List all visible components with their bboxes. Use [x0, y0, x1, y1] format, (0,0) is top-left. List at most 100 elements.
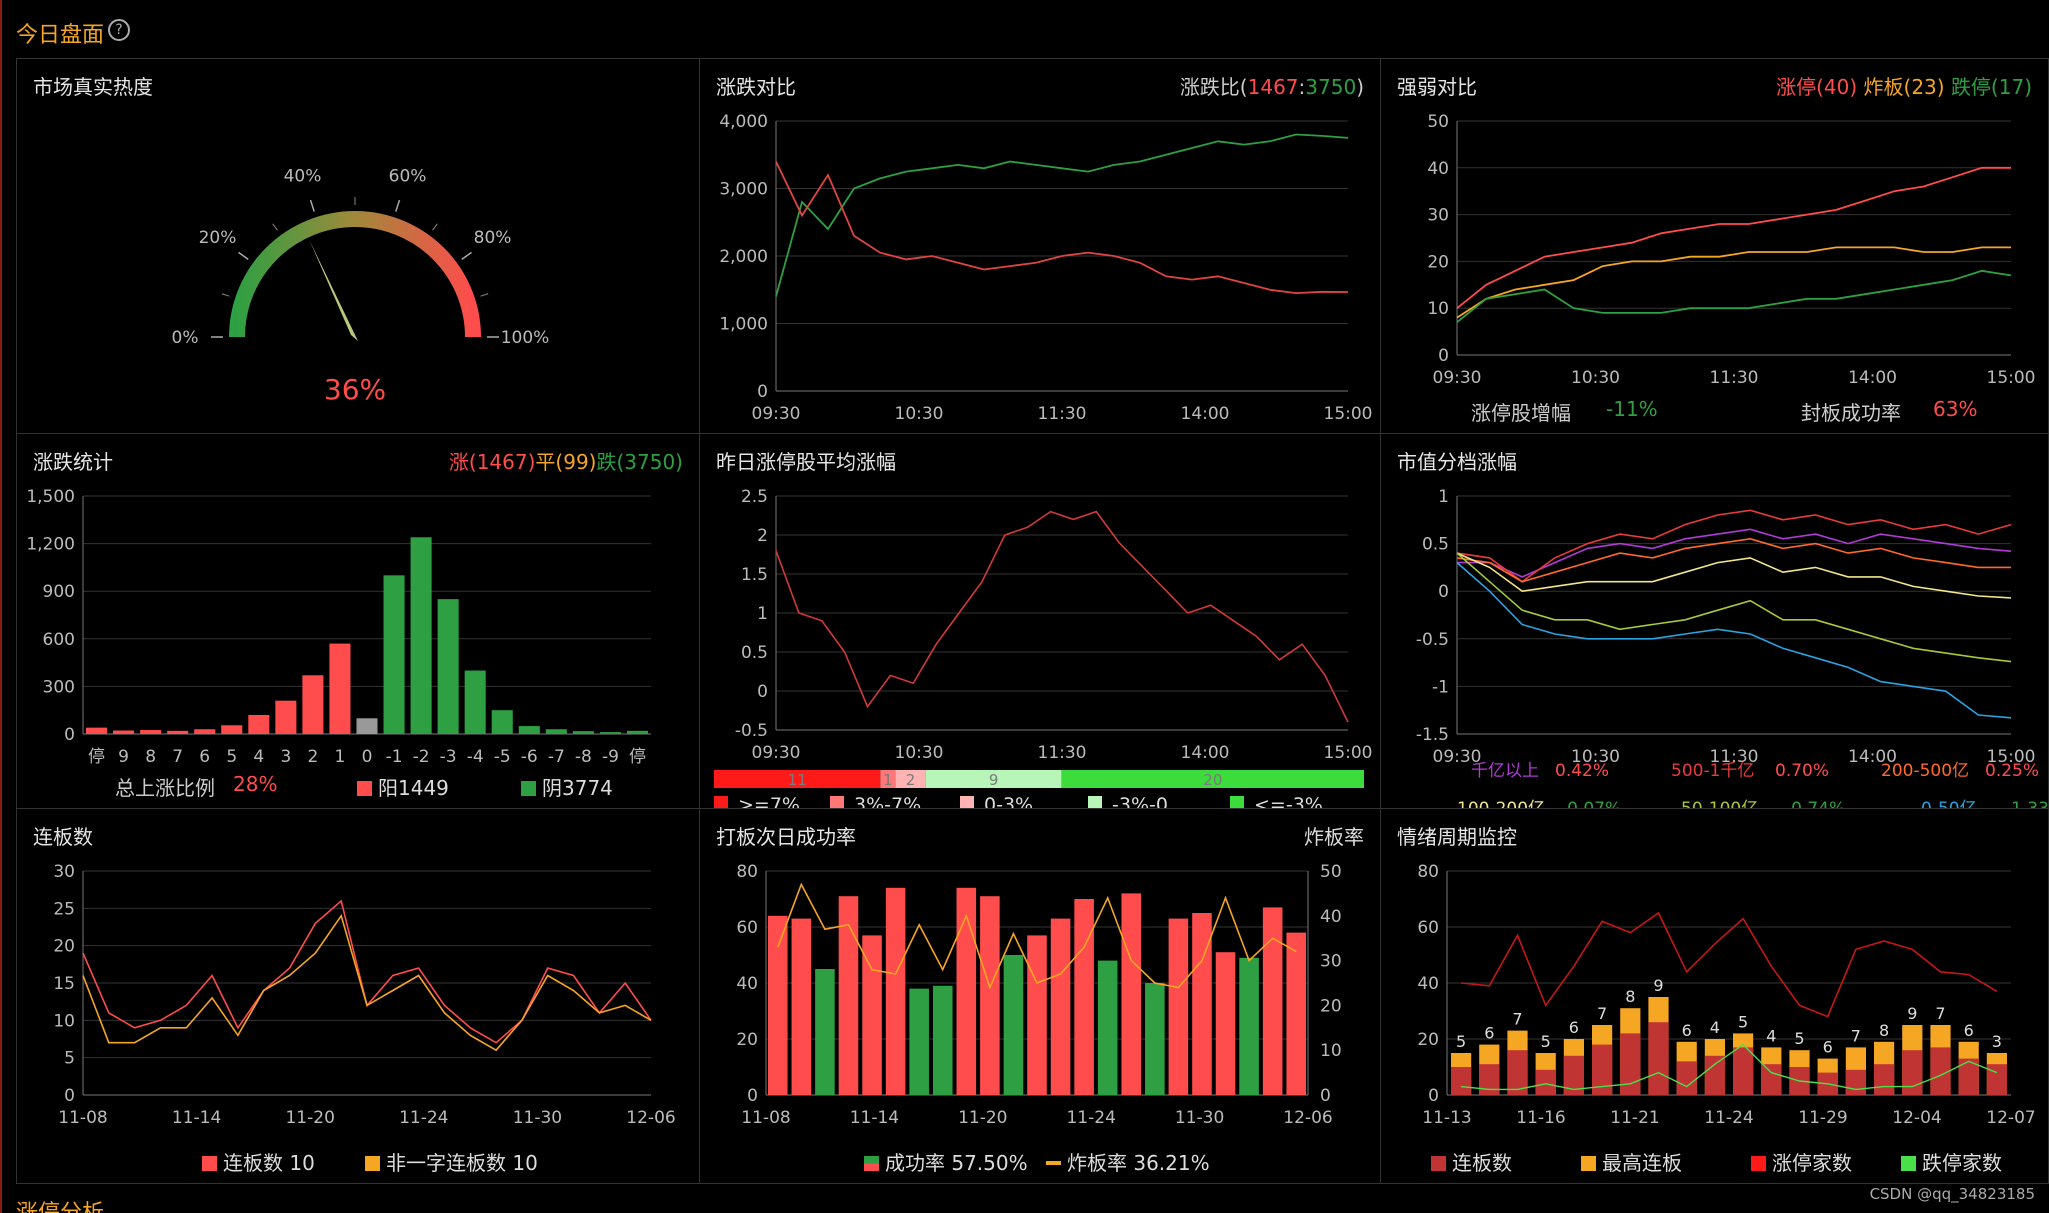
dist-segment-label: 9	[989, 771, 999, 789]
series-name-label: 500-1千亿	[1671, 761, 1754, 781]
bar-consecutive	[1535, 1069, 1556, 1095]
bar-consecutive	[1648, 1022, 1669, 1095]
series-name-label: 50-100亿	[1681, 799, 1758, 809]
x-tick-label: -1	[386, 747, 403, 767]
bar	[1003, 955, 1024, 1095]
bar-value-label: 6	[1964, 1021, 1974, 1040]
y2-tick-label: 50	[1320, 862, 1342, 882]
y-tick-label: 60	[736, 918, 758, 938]
yang-legend: 阳1449	[357, 772, 449, 801]
bar	[791, 918, 812, 1095]
ratio-up: 1467	[1247, 75, 1299, 99]
bar-value-label: 3	[1992, 1032, 2002, 1051]
y-tick-label: 40	[1427, 159, 1449, 179]
series-line-2	[1456, 269, 2012, 323]
bar	[167, 730, 189, 734]
x-tick-label: 1	[335, 747, 346, 767]
x-tick-label: -6	[521, 747, 538, 767]
bar	[815, 969, 835, 1095]
dist-segment	[880, 770, 896, 788]
swatch	[365, 1156, 380, 1171]
bar-consecutive	[1479, 1064, 1500, 1095]
bar-value-label: 4	[1766, 1026, 1776, 1045]
bar-consecutive	[1986, 1064, 2007, 1095]
y-tick-label: 0.5	[741, 643, 768, 663]
dist-segment	[714, 770, 881, 788]
ratio-end: )	[1356, 75, 1364, 99]
watermark: CSDN @qq_34823185	[1869, 1185, 2035, 1203]
emotion-cycle-chart: 0 20 40 60 80 11-13 11-16 11-21 11-24 11-29 12-04 1…	[1417, 862, 2035, 1128]
panel-next-day-success: 打板次日成功率 炸板率 0 20 40 60 80 11-08 11-14 11-20 11-2…	[699, 808, 1381, 1184]
page-header: 今日盘面 ?	[0, 0, 2049, 58]
growth-label: 涨停股增幅	[1471, 401, 1571, 425]
legend-label: 最高连板	[1602, 1151, 1682, 1175]
panel-yesterday-limit-up: 昨日涨停股平均涨幅 -0.5 0 0.5 1 1.5 2 2.5 09:30 10:30 11:3…	[699, 433, 1381, 809]
bar	[1145, 983, 1165, 1095]
bar	[518, 726, 540, 734]
y-tick-label: 0	[747, 1086, 758, 1106]
y-tick-label: 600	[43, 630, 75, 650]
y-tick-label: -0.5	[1416, 630, 1449, 650]
gauge-tick-label: 20%	[199, 228, 237, 248]
panel-strength: 强弱对比 涨停(40) 炸板(23) 跌停(17) 0 10 20 30 40 50 09:…	[1380, 58, 2049, 434]
x-tick-label: 4	[253, 747, 264, 767]
series-value-label: 0.42%	[1555, 761, 1609, 781]
bar	[248, 714, 270, 734]
x-tick-label: 11-08	[58, 1108, 107, 1128]
y-tick-label: 2.5	[741, 487, 768, 507]
bar-consecutive	[1845, 1069, 1866, 1095]
series-line-1	[82, 913, 652, 1052]
y2-tick-label: 10	[1320, 1041, 1342, 1061]
x-tick-label: 10:30	[895, 404, 944, 424]
gauge-minor-tick	[272, 223, 278, 231]
gauge-tick	[395, 199, 401, 212]
bar-value-label: 5	[1456, 1032, 1466, 1051]
series-line-2	[1456, 537, 2011, 583]
help-icon[interactable]: ?	[108, 19, 130, 41]
x-tick-label: 10:30	[1571, 368, 1620, 388]
yang-label: 阳1449	[378, 776, 449, 800]
y-tick-label: 0	[1438, 582, 1449, 602]
x-tick-label: 15:00	[1987, 368, 2036, 388]
stats-summary: 涨(1467)平(99)跌(3750)	[449, 446, 683, 475]
bar	[626, 730, 648, 734]
x-tick-label: -8	[575, 747, 592, 767]
y2-tick-label: 40	[1320, 907, 1342, 927]
series-line-1	[1456, 509, 2012, 583]
x-tick-label: 12-06	[626, 1108, 675, 1128]
dist-segment	[895, 770, 926, 788]
series-line-5	[1456, 561, 2012, 719]
dist-legend-swatch	[1088, 796, 1102, 808]
x-tick-label: -9	[602, 747, 619, 767]
stats-down: 跌(3750)	[596, 450, 683, 474]
y-tick-label: 0	[1428, 1086, 1439, 1106]
x-tick-label: 6	[199, 747, 210, 767]
y-tick-label: 1,500	[26, 487, 75, 507]
panel-consecutive-boards: 连板数 0 5 10 15 20 25 30 11-08 11-14 11-20 11-24 11-3…	[16, 808, 700, 1184]
x-tick-label: 10:30	[895, 743, 944, 763]
x-tick-label: 15:00	[1987, 747, 2036, 767]
x-tick-label: -3	[440, 747, 457, 767]
panel-title: 市场真实热度	[33, 75, 153, 99]
x-tick-label: 2	[307, 747, 318, 767]
broken-rate-line	[777, 882, 1297, 990]
x-tick-label: 14:00	[1181, 404, 1230, 424]
series-name-label: 200-500亿	[1881, 761, 1969, 781]
bar	[1192, 913, 1212, 1095]
yesterday-limit-up-chart: -0.5 0 0.5 1 1.5 2 2.5 09:30 10:30 11:30 14:00 15:0…	[714, 487, 1373, 808]
limit-up-line	[1461, 911, 1998, 1018]
series-line-0	[775, 510, 1349, 723]
bar-value-label: 8	[1625, 987, 1635, 1006]
seal-value: 63%	[1933, 397, 1978, 421]
gauge-tick	[309, 199, 315, 212]
y-tick-label: 25	[53, 899, 75, 919]
x-tick-label: -5	[494, 747, 511, 767]
bar	[1262, 907, 1283, 1095]
panel-up-down: 涨跌对比 涨跌比(1467:3750) 0 1,000 2,000 3,000 4,00…	[699, 58, 1381, 434]
series-line-0	[1457, 528, 2012, 578]
bar	[1121, 893, 1142, 1095]
x-tick-label: 09:30	[1433, 747, 1482, 767]
y-tick-label: 20	[736, 1030, 758, 1050]
swatch	[202, 1156, 217, 1171]
